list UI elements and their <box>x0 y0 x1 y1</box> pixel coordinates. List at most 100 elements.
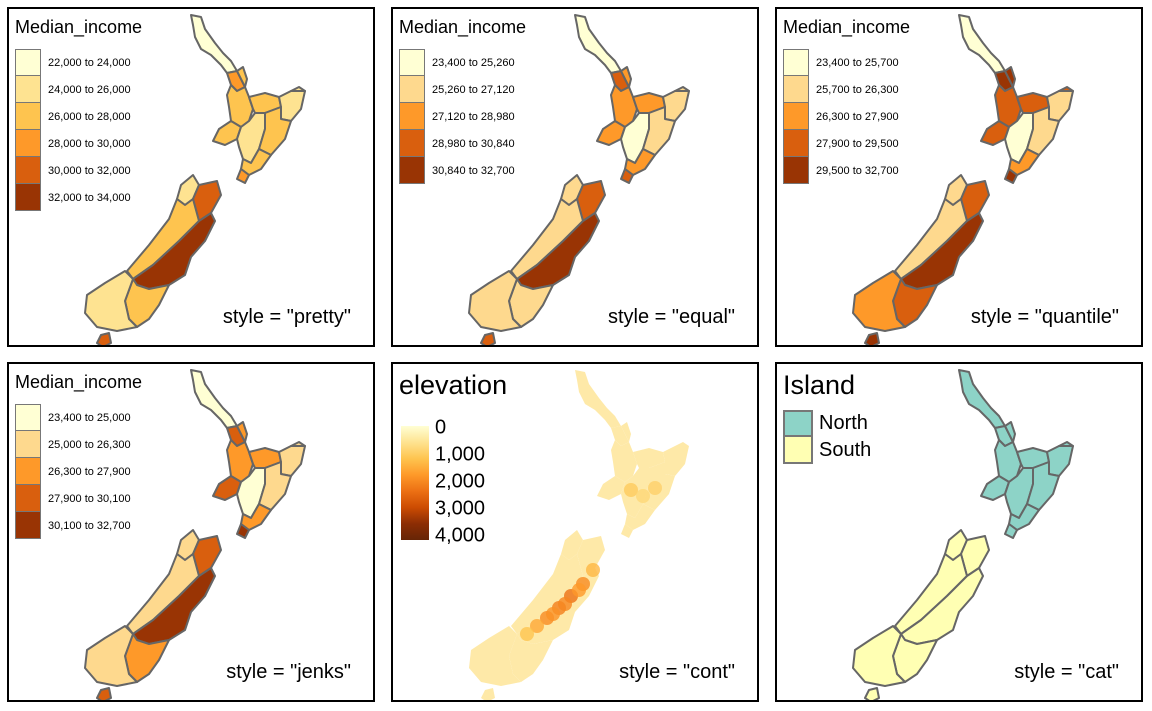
legend-swatch <box>783 49 809 76</box>
region-polygon <box>190 369 238 429</box>
map-panel-cont: elevation 0 1,000 2,000 3,000 4,000 styl… <box>391 362 759 702</box>
legend-tick: 2,000 <box>435 470 486 493</box>
map-panel-quantile: Median_income 23,400 to 25,700 25,700 to … <box>775 7 1143 347</box>
legend: 23,400 to 25,260 25,260 to 27,120 27,120 t… <box>399 49 515 184</box>
legend-item-north: North <box>783 410 871 437</box>
region-polygon <box>1026 461 1060 511</box>
region-polygon <box>278 90 306 122</box>
legend-item: 26,300 to 27,900 <box>15 458 131 485</box>
region-polygon <box>864 687 880 700</box>
legend-label: 25,260 to 27,120 <box>432 83 515 96</box>
region-polygon <box>290 86 306 92</box>
legend: 23,400 to 25,000 25,000 to 26,300 26,300 t… <box>15 404 131 539</box>
legend-swatch <box>783 437 813 464</box>
region-polygon <box>621 524 633 538</box>
style-label: style = "jenks" <box>226 661 351 683</box>
elevation-cell <box>546 607 560 621</box>
legend-item: 25,000 to 26,300 <box>15 431 131 458</box>
map-regions <box>468 14 690 345</box>
legend-label: 26,000 to 28,000 <box>48 110 131 123</box>
region-polygon <box>675 442 689 446</box>
legend-label: 25,700 to 26,300 <box>816 83 899 96</box>
legend-item: 27,120 to 28,980 <box>399 103 515 130</box>
nz-choropleth-map <box>84 14 306 345</box>
legend-label: North <box>819 412 868 434</box>
legend-tick: 3,000 <box>435 497 486 520</box>
map-panel-cat: Island North South style = "cat" <box>775 362 1143 702</box>
nz-choropleth-map <box>852 14 1074 345</box>
region-polygon <box>561 530 583 560</box>
legend-swatch <box>15 485 41 512</box>
legend-swatch <box>399 49 425 76</box>
legend-item: 25,260 to 27,120 <box>399 76 515 103</box>
region-polygon <box>620 66 632 88</box>
elevation-color-ramp <box>401 426 429 540</box>
region-polygon <box>1004 168 1018 184</box>
map-panel-equal: Median_income 23,400 to 25,260 25,260 to … <box>391 7 759 347</box>
map-panel-pretty: Median_income 22,000 to 24,000 24,000 to … <box>7 7 375 347</box>
region-polygon <box>1046 445 1074 477</box>
region-polygon <box>1004 523 1018 539</box>
legend-tick: 0 <box>435 416 447 439</box>
legend-swatch <box>15 458 41 485</box>
region-polygon <box>597 476 625 500</box>
region-polygon <box>1058 441 1074 447</box>
nz-island-map <box>852 369 1074 700</box>
legend-swatch <box>15 404 41 431</box>
region-polygon <box>236 66 248 88</box>
region-polygon <box>662 90 690 122</box>
map-regions <box>852 14 1074 345</box>
region-polygon <box>663 446 689 476</box>
region-polygon <box>575 370 621 428</box>
region-polygon <box>236 168 250 184</box>
region-polygon <box>236 523 250 539</box>
map-panel-jenks: Median_income 23,400 to 25,000 25,000 to … <box>7 362 375 702</box>
legend-swatch <box>15 49 41 76</box>
legend-item: 23,400 to 25,700 <box>783 49 899 76</box>
elevation-cell <box>530 619 544 633</box>
legend-item: 28,000 to 30,000 <box>15 130 131 157</box>
region-polygon <box>674 86 690 92</box>
legend-item: 27,900 to 29,500 <box>783 130 899 157</box>
style-label: style = "cont" <box>619 661 735 683</box>
legend-swatch <box>15 157 41 184</box>
legend-swatch <box>15 512 41 539</box>
legend-label: 30,840 to 32,700 <box>432 164 515 177</box>
legend-item: 26,000 to 28,000 <box>15 103 131 130</box>
legend-label: 24,000 to 26,000 <box>48 83 131 96</box>
legend-swatch <box>399 130 425 157</box>
region-polygon <box>84 270 138 332</box>
legend-swatch <box>15 184 41 211</box>
elevation-cell <box>636 489 650 503</box>
map-regions <box>84 369 306 700</box>
legend-item: 30,840 to 32,700 <box>399 157 515 184</box>
legend-label: 23,400 to 25,000 <box>48 411 131 424</box>
legend-item: 30,000 to 32,000 <box>15 157 131 184</box>
legend-swatch <box>783 410 813 437</box>
legend-title: Median_income <box>399 17 527 37</box>
style-label: style = "equal" <box>607 306 735 328</box>
region-polygon <box>625 504 655 530</box>
region-polygon <box>1026 106 1060 156</box>
legend-swatch <box>399 103 425 130</box>
region-polygon <box>468 270 522 332</box>
legend-item: 23,400 to 25,260 <box>399 49 515 76</box>
legend-tick: 1,000 <box>435 443 486 466</box>
legend-item: 29,500 to 32,700 <box>783 157 899 184</box>
region-polygon <box>290 441 306 447</box>
region-polygon <box>96 687 112 700</box>
legend-title: elevation <box>399 370 508 400</box>
region-polygon <box>469 626 521 686</box>
region-polygon <box>958 369 1006 429</box>
legend-label: 30,000 to 32,000 <box>48 164 131 177</box>
legend-swatch <box>783 130 809 157</box>
region-polygon <box>574 14 622 74</box>
legend-item-south: South <box>783 437 871 464</box>
region-polygon <box>258 461 292 511</box>
legend-item: 24,000 to 26,000 <box>15 76 131 103</box>
region-polygon <box>511 554 583 634</box>
nz-elevation-map <box>469 370 689 700</box>
legend-label: South <box>819 439 872 461</box>
map-regions <box>852 369 1074 700</box>
legend-item: 23,400 to 25,000 <box>15 404 131 431</box>
